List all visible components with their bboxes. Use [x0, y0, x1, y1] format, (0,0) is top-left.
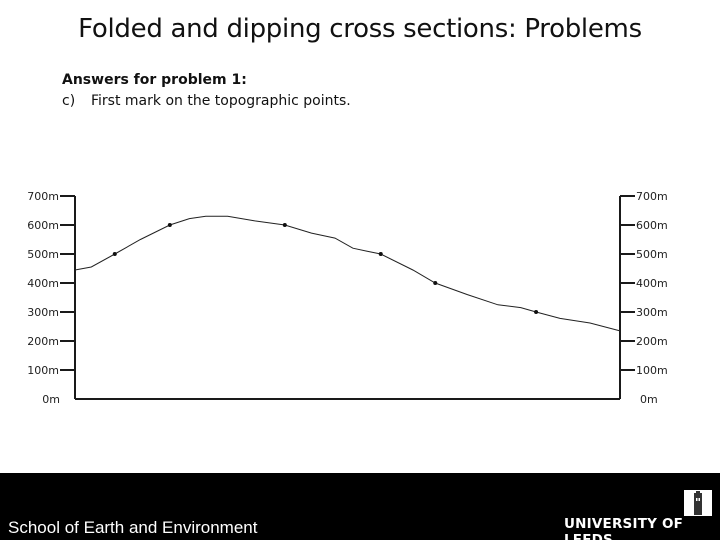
right-tick-label: 200m	[636, 335, 668, 348]
left-tick-label: 300m	[27, 306, 59, 319]
right-tick-label: 400m	[636, 277, 668, 290]
university-logo-text: UNIVERSITY OF LEEDS	[564, 516, 684, 548]
right-tick-label: 100m	[636, 364, 668, 377]
footer-school-name: School of Earth and Environment	[8, 518, 258, 537]
topographic-point	[378, 252, 383, 256]
university-crest-logo	[684, 490, 712, 516]
left-tick-label: 200m	[27, 335, 59, 348]
topographic-point	[167, 223, 172, 227]
right-tick-label: 300m	[636, 306, 668, 319]
right-tick-label: 500m	[636, 248, 668, 261]
chart-axes	[74, 196, 621, 400]
instruction-label: c)	[62, 93, 76, 109]
left-tick-label: 500m	[27, 248, 59, 261]
slide-title: Folded and dipping cross sections: Probl…	[78, 14, 642, 44]
instruction: c) First mark on the topographic points.	[62, 93, 351, 109]
topographic-point	[282, 223, 287, 227]
left-tick-label: 700m	[27, 190, 59, 203]
topographic-point	[534, 310, 539, 314]
right-tick-label: 700m	[636, 190, 668, 203]
left-tick-label: 100m	[27, 364, 59, 377]
topographic-profile-line	[74, 215, 621, 332]
left-tick-label: 0m	[42, 393, 60, 406]
left-tick-label: 600m	[27, 219, 59, 232]
instruction-text: First mark on the topographic points.	[91, 93, 351, 109]
answers-heading: Answers for problem 1:	[62, 72, 247, 88]
topographic-point	[112, 252, 117, 256]
topographic-point	[433, 281, 438, 285]
cross-section-chart: 0m 0m 100m 100m 200m 200m 300m 300m 400m 400m 500m…	[27, 190, 668, 406]
right-tick-label: 600m	[636, 219, 668, 232]
footer-bar: School of Earth and Environment UNIVERSI…	[0, 473, 720, 548]
left-tick-label: 400m	[27, 277, 59, 290]
right-tick-label: 0m	[640, 393, 658, 406]
